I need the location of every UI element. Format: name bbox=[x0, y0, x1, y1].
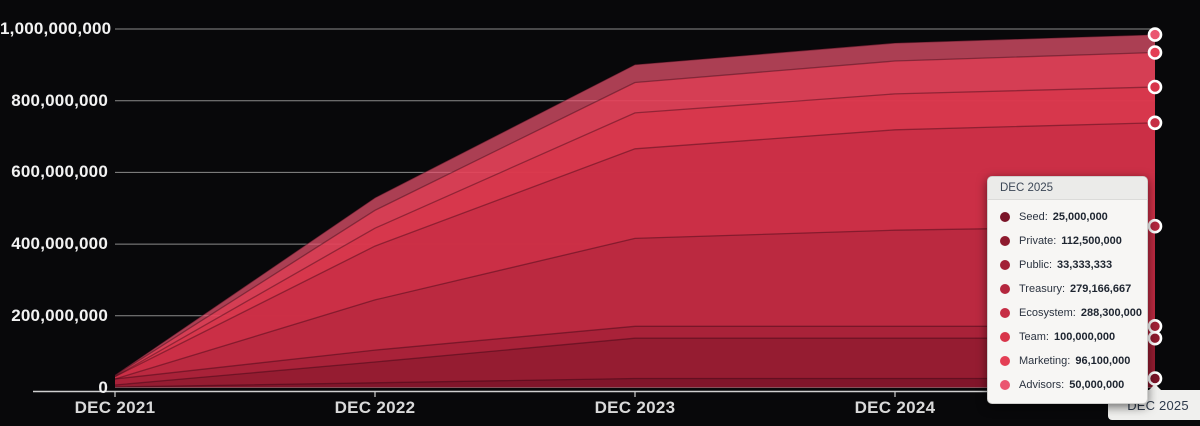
tooltip-row-advisors: Advisors: 50,000,000 bbox=[988, 373, 1147, 397]
tooltip-series-value: 96,100,000 bbox=[1075, 355, 1131, 367]
tooltip-series-label: Seed: bbox=[1019, 211, 1048, 223]
tooltip-series-value: 100,000,000 bbox=[1053, 331, 1116, 343]
chart-tooltip: DEC 2025 Seed: 25,000,000 Private: 112,500,… bbox=[987, 176, 1148, 404]
tooltip-series-dot-icon bbox=[1000, 308, 1010, 318]
tooltip-series-label: Private: bbox=[1019, 235, 1057, 247]
x-axis-tick-label: DEC 2024 bbox=[854, 398, 936, 417]
y-axis-tick-label: 600,000,000 bbox=[11, 162, 108, 182]
tooltip-series-value: 33,333,333 bbox=[1057, 259, 1113, 271]
tooltip-series-value: 25,000,000 bbox=[1052, 211, 1108, 223]
series-marker-private[interactable] bbox=[1147, 330, 1163, 346]
series-boundary-line bbox=[114, 86, 1156, 378]
tooltip-row-ecosystem: Ecosystem: 288,300,000 bbox=[988, 301, 1147, 325]
x-axis-tick-label: DEC 2022 bbox=[334, 398, 416, 417]
tooltip-series-dot-icon bbox=[1000, 380, 1010, 390]
tooltip-series-value: 50,000,000 bbox=[1069, 379, 1125, 391]
y-axis-tick-label: 400,000,000 bbox=[11, 234, 108, 254]
tooltip-row-seed: Seed: 25,000,000 bbox=[988, 205, 1147, 229]
tooltip-title: DEC 2025 bbox=[988, 177, 1147, 200]
series-boundary-line bbox=[114, 33, 1156, 376]
series-marker-team[interactable] bbox=[1147, 79, 1163, 95]
series-marker-ecosystem[interactable] bbox=[1147, 115, 1163, 131]
tooltip-series-value: 279,166,667 bbox=[1070, 283, 1132, 295]
crosshair-label-notch-icon bbox=[1148, 384, 1162, 391]
series-boundary-line bbox=[114, 377, 1155, 388]
tooltip-row-treasury: Treasury: 279,166,667 bbox=[988, 277, 1147, 301]
tooltip-series-label: Team: bbox=[1019, 331, 1049, 343]
tooltip-series-dot-icon bbox=[1000, 260, 1010, 270]
area-series-seed[interactable] bbox=[115, 378, 1155, 388]
area-series-private[interactable] bbox=[115, 338, 1155, 388]
tooltip-row-private: Private: 112,500,000 bbox=[988, 229, 1147, 253]
tooltip-row-public: Public: 33,333,333 bbox=[988, 253, 1147, 277]
tooltip-series-dot-icon bbox=[1000, 212, 1010, 222]
series-marker-advisors[interactable] bbox=[1147, 27, 1163, 42]
series-marker-treasury[interactable] bbox=[1147, 218, 1163, 234]
tooltip-series-dot-icon bbox=[1000, 356, 1010, 366]
y-axis-tick-label: 200,000,000 bbox=[11, 305, 108, 325]
tooltip-series-label: Ecosystem: bbox=[1019, 307, 1076, 319]
tooltip-series-label: Public: bbox=[1019, 259, 1053, 271]
tooltip-row-marketing: Marketing: 96,100,000 bbox=[988, 349, 1147, 373]
series-boundary-line bbox=[114, 337, 1155, 386]
tooltip-row-team: Team: 100,000,000 bbox=[988, 325, 1147, 349]
x-axis-tick-label: DEC 2023 bbox=[594, 398, 676, 417]
tooltip-series-dot-icon bbox=[1000, 284, 1010, 294]
tooltip-body: Seed: 25,000,000 Private: 112,500,000 Public… bbox=[988, 200, 1147, 403]
series-boundary-line bbox=[114, 122, 1156, 378]
y-axis-tick-label: 800,000,000 bbox=[11, 90, 108, 110]
series-marker-seed[interactable] bbox=[1147, 371, 1163, 386]
tooltip-series-label: Advisors: bbox=[1019, 379, 1065, 391]
y-axis-tick-label: 0 bbox=[98, 377, 108, 397]
series-boundary-line bbox=[114, 225, 1156, 380]
series-boundary-line bbox=[114, 51, 1156, 377]
tooltip-series-dot-icon bbox=[1000, 236, 1010, 246]
series-marker-public[interactable] bbox=[1147, 318, 1163, 334]
tooltip-series-dot-icon bbox=[1000, 332, 1010, 342]
series-marker-marketing[interactable] bbox=[1147, 45, 1163, 60]
x-axis-tick-label: DEC 2021 bbox=[74, 398, 156, 417]
series-boundary-line bbox=[114, 325, 1155, 380]
tooltip-series-value: 112,500,000 bbox=[1061, 235, 1122, 247]
tooltip-series-label: Marketing: bbox=[1019, 355, 1071, 367]
y-axis-tick-label: 1,000,000,000 bbox=[0, 19, 112, 38]
tooltip-series-label: Treasury: bbox=[1019, 283, 1066, 295]
tooltip-series-value: 288,300,000 bbox=[1080, 307, 1143, 319]
